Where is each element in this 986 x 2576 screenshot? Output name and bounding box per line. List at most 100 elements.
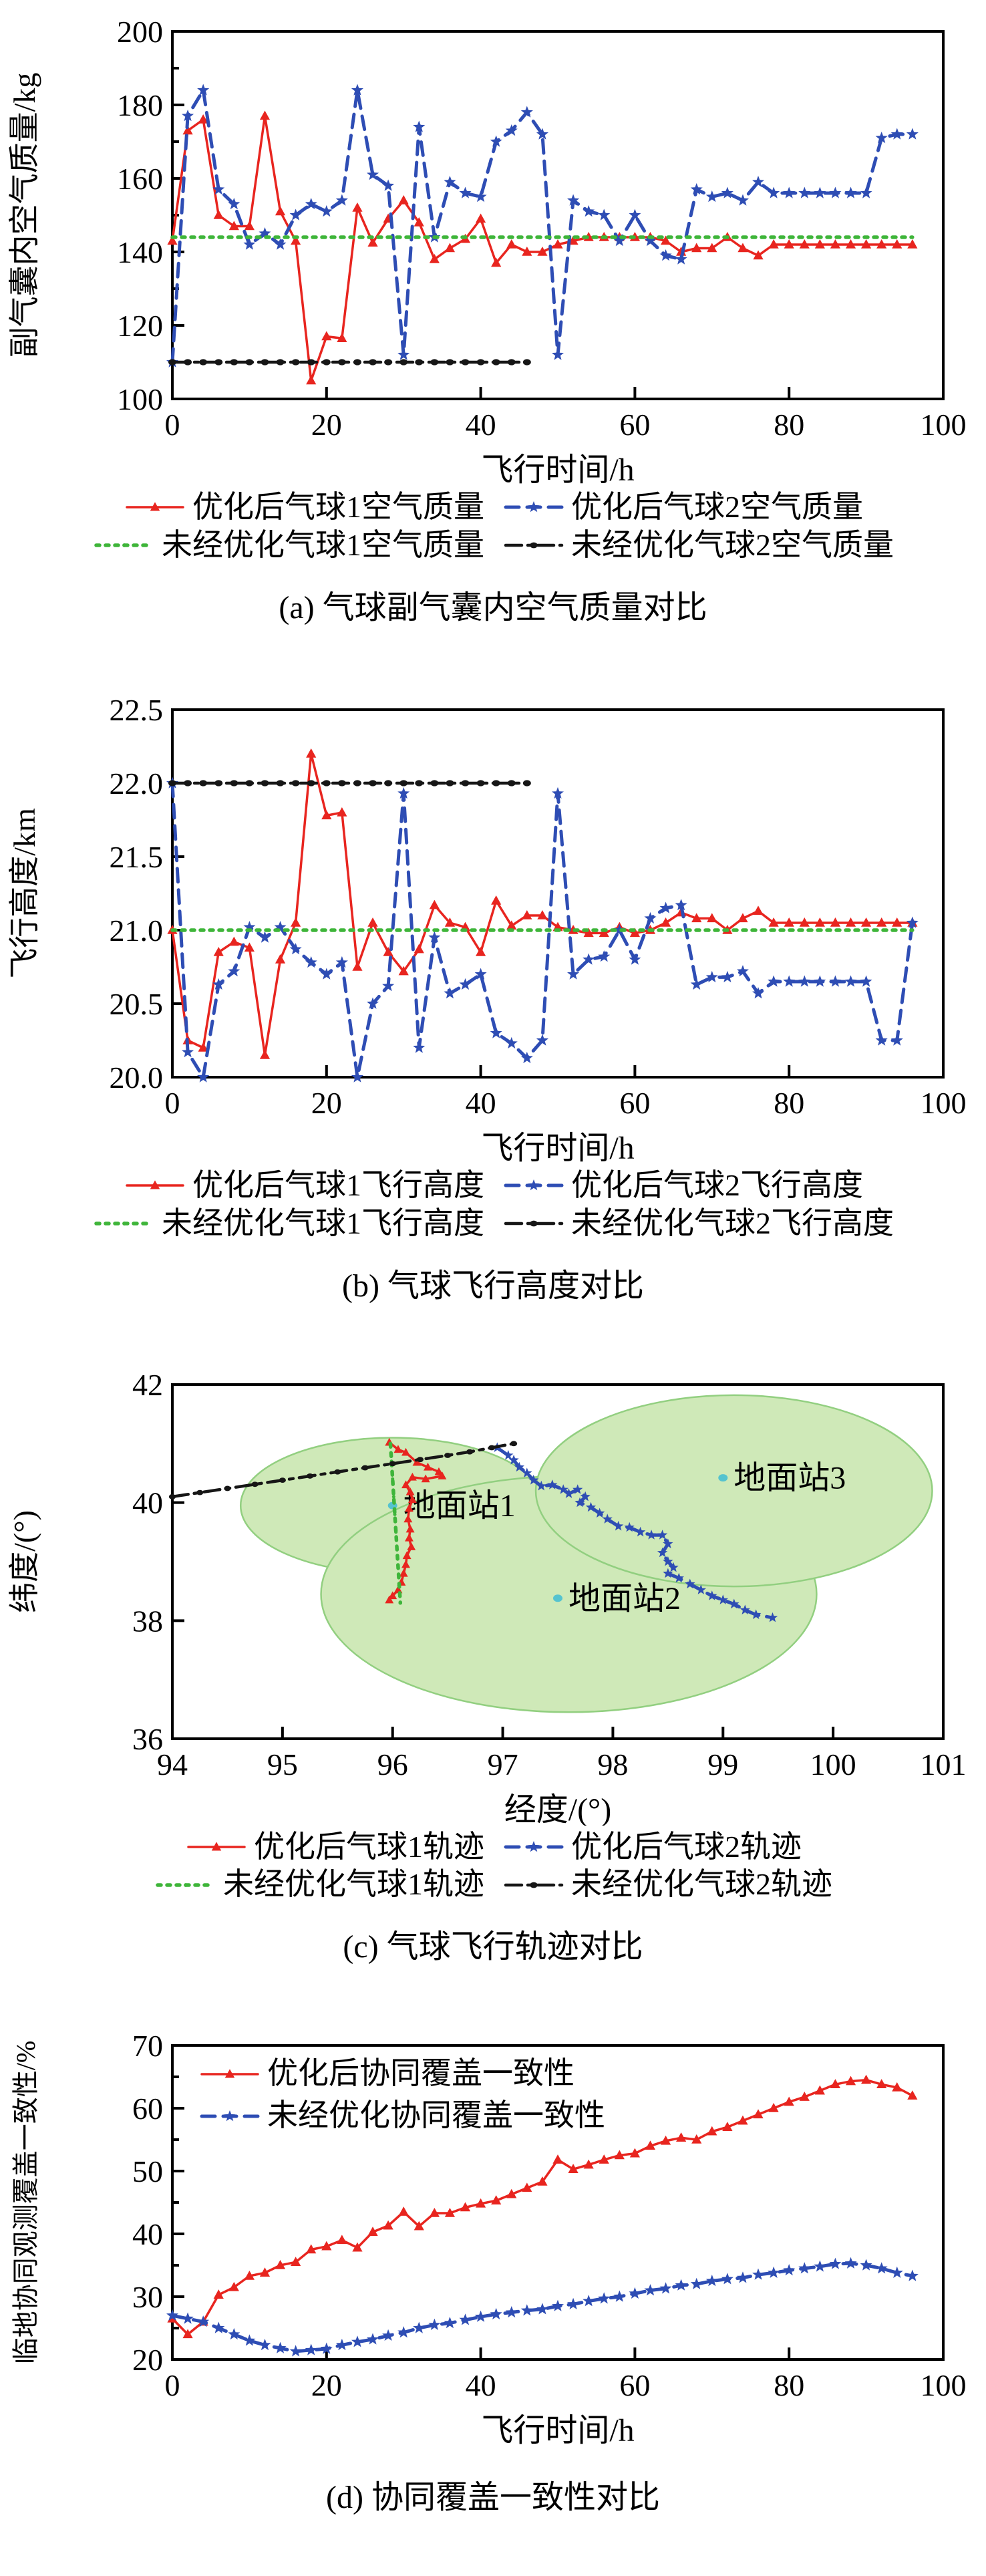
- blue-star-dashed-line-icon: [504, 501, 564, 513]
- triangle-marker: [321, 331, 332, 341]
- star-marker: [583, 953, 595, 965]
- oval-marker: [184, 780, 192, 786]
- star-marker: [522, 1467, 532, 1477]
- x-tick-label: 20: [311, 408, 342, 442]
- triangle-marker: [491, 2195, 502, 2205]
- triangle-marker: [352, 2243, 363, 2252]
- star-marker: [659, 2282, 672, 2294]
- oval-marker: [245, 780, 254, 786]
- triangle-marker: [167, 235, 178, 245]
- series-line: [170, 1441, 516, 1498]
- star-marker: [595, 1508, 605, 1518]
- star-marker: [613, 1520, 624, 1531]
- star-marker: [243, 2334, 256, 2346]
- star-marker: [663, 1538, 673, 1548]
- triangle-marker: [182, 125, 193, 135]
- triangle-marker: [845, 2076, 856, 2086]
- star-marker: [675, 2279, 687, 2291]
- oval-marker: [522, 359, 531, 366]
- oval-marker: [322, 780, 331, 786]
- oval-marker: [168, 780, 176, 786]
- green-dotted-line-icon: [94, 543, 154, 548]
- legend-item-baseline-consistency: 未经优化协同覆盖一致性: [198, 2098, 605, 2134]
- x-tick-label: 40: [466, 1086, 496, 1120]
- series-3: [168, 359, 531, 366]
- triangle-marker: [383, 946, 393, 956]
- star-marker: [574, 1497, 585, 1507]
- legend-row: 未经优化气球1轨迹 未经优化气球2轨迹: [0, 1867, 986, 1902]
- dot-marker: [394, 1530, 398, 1534]
- triangle-marker: [401, 1479, 410, 1488]
- star-marker: [305, 2343, 317, 2355]
- triangle-marker: [861, 2075, 872, 2084]
- star-marker: [428, 931, 441, 943]
- triangle-marker: [476, 946, 486, 956]
- star-marker: [906, 916, 919, 928]
- legend-item-optimized-consistency: 优化后协同覆盖一致性: [198, 2056, 605, 2092]
- oval-marker: [369, 780, 377, 786]
- oval-marker: [214, 780, 223, 786]
- star-marker: [598, 2292, 611, 2304]
- triangle-marker: [768, 239, 779, 249]
- star-marker: [228, 2328, 240, 2340]
- triangle-marker: [321, 810, 332, 819]
- triangle-marker: [213, 946, 224, 956]
- x-tick-label: 101: [921, 1747, 967, 1781]
- triangle-marker: [768, 2103, 779, 2113]
- triangle-marker: [383, 2221, 393, 2230]
- oval-marker: [507, 359, 516, 366]
- station-dot: [553, 1594, 562, 1602]
- star-marker: [751, 1608, 762, 1619]
- star-marker: [182, 1045, 194, 1058]
- star-marker: [490, 2308, 502, 2320]
- triangle-marker: [291, 2257, 301, 2267]
- legend-item-optimized-track1: 优化后气球1轨迹: [184, 1830, 484, 1865]
- triangle-marker: [401, 1560, 410, 1568]
- legend-label: 未经优化协同覆盖一致性: [267, 2098, 605, 2133]
- legend-row: 优化后气球1空气质量 优化后气球2空气质量: [0, 490, 986, 525]
- triangle-marker: [599, 927, 609, 937]
- triangle-marker: [402, 1550, 412, 1559]
- star-marker: [351, 1070, 363, 1083]
- triangle-marker: [753, 250, 764, 260]
- star-marker: [860, 186, 872, 198]
- triangle-marker: [476, 213, 486, 223]
- oval-marker: [461, 780, 470, 786]
- triangle-marker: [830, 239, 841, 249]
- oval-marker: [279, 1477, 286, 1483]
- star-marker: [567, 2298, 580, 2310]
- star-marker: [243, 920, 256, 933]
- star-marker: [474, 190, 487, 202]
- coverage-circle: [534, 1394, 933, 1587]
- star-marker: [659, 249, 672, 261]
- triangle-marker: [213, 210, 224, 219]
- star-marker: [668, 1562, 679, 1572]
- star-marker: [228, 964, 240, 977]
- star-marker: [875, 2262, 888, 2274]
- triangle-marker: [876, 239, 887, 249]
- chart-b-canvas: 0 20 40 60 80 100 20.0 20.5 21.0 21.5 22.0 22.5 飞行时间…: [7, 693, 967, 1164]
- triangle-marker: [506, 920, 517, 929]
- dot-marker: [396, 1565, 400, 1569]
- oval-marker: [415, 780, 424, 786]
- star-marker: [814, 975, 826, 987]
- y-axis-label: 飞行高度/km: [7, 808, 41, 979]
- star-marker: [583, 2295, 595, 2307]
- star-marker: [558, 1483, 568, 1494]
- dot-marker: [388, 1441, 392, 1445]
- chart-a-legend: 优化后气球1空气质量 优化后气球2空气质量 未经优化气球1空气质量 未经优化气球…: [0, 490, 986, 563]
- red-triangle-line-icon: [187, 1842, 246, 1851]
- triangle-marker: [407, 1495, 417, 1503]
- star-marker: [685, 1578, 695, 1588]
- oval-marker: [307, 359, 315, 366]
- blue-star-dashed-line-icon: [504, 1179, 564, 1191]
- station-label: 地面站2: [568, 1580, 681, 1616]
- star-marker: [536, 2303, 548, 2315]
- oval-marker: [530, 1220, 538, 1227]
- star-marker: [367, 168, 379, 180]
- star-marker: [752, 2268, 765, 2281]
- oval-marker: [430, 359, 439, 366]
- triangle-marker: [707, 2126, 717, 2136]
- triangle-marker: [491, 257, 502, 267]
